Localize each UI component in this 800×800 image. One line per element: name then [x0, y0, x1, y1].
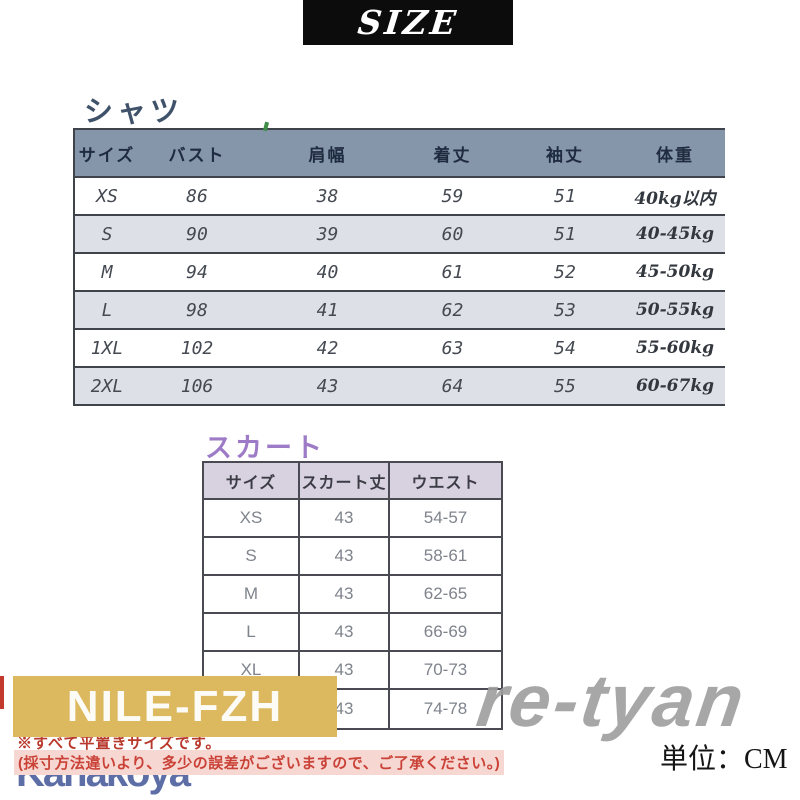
- table-cell: 62-65: [390, 576, 501, 614]
- table-cell: 90: [186, 223, 208, 245]
- table-cell: 70-73: [390, 652, 501, 690]
- table-cell: 63: [441, 337, 464, 359]
- table-cell: 45-50kg: [635, 262, 715, 282]
- table-cell: XS: [96, 185, 118, 207]
- table-row: 2XL 106 43 64 55 60-67kg: [75, 368, 725, 406]
- table-cell: 50-55kg: [635, 300, 715, 320]
- column-header: バスト: [168, 145, 226, 165]
- table-cell: 2XL: [90, 375, 124, 397]
- table-cell: 59: [441, 185, 464, 207]
- table-cell: 61: [441, 261, 464, 283]
- table-cell: 42: [316, 337, 339, 359]
- table-cell: M: [204, 576, 300, 614]
- table-cell: 58-61: [390, 538, 501, 576]
- watermark-re-tyan: re-tyan: [472, 659, 752, 742]
- table-row: L 43 66-69: [204, 614, 501, 652]
- shirt-size-table: サイズ バスト 肩幅 着丈 袖丈 体重 XS 86 38 59 51 40kg以…: [73, 128, 725, 406]
- table-cell: 1XL: [90, 337, 124, 359]
- table-cell: S: [101, 223, 113, 245]
- table-row: S 90 39 60 51 40-45kg: [75, 216, 725, 254]
- table-cell: 52: [554, 261, 576, 283]
- column-header: ウエスト: [390, 463, 501, 500]
- table-cell: 43: [316, 375, 339, 397]
- table-cell: 43: [300, 614, 390, 652]
- table-cell: 74-78: [390, 690, 501, 728]
- unit-label: 単位：CM: [660, 744, 788, 775]
- table-cell: 38: [316, 185, 339, 207]
- table-cell: 62: [441, 299, 464, 321]
- measurement-note-line2: (採寸方法違いより、多少の誤差がございますので、ご了承ください。): [14, 750, 505, 775]
- table-cell: 40: [316, 261, 339, 283]
- skirt-size-table: サイズ スカート丈 ウエスト XS 43 54-57 S 43 58-61 M …: [202, 461, 503, 730]
- table-cell: 43: [300, 500, 390, 538]
- shirt-table-header-row: サイズ バスト 肩幅 着丈 袖丈 体重: [75, 130, 725, 178]
- column-header: 体重: [656, 145, 694, 165]
- table-cell: 40-45kg: [635, 224, 715, 244]
- table-cell: 39: [316, 223, 339, 245]
- table-cell: 98: [186, 299, 208, 321]
- column-header: 袖丈: [546, 145, 584, 165]
- measurement-note-line1: ※すべて平置きサイズです。: [17, 735, 222, 752]
- table-cell: XS: [204, 500, 300, 538]
- skirt-table-header-row: サイズ スカート丈 ウエスト: [204, 463, 501, 500]
- table-cell: 55-60kg: [635, 338, 715, 358]
- table-cell: M: [101, 261, 113, 283]
- size-banner-label: SIZE: [355, 3, 461, 42]
- table-cell: L: [204, 614, 300, 652]
- table-cell: 43: [300, 576, 390, 614]
- table-cell: 53: [554, 299, 576, 321]
- size-banner: SIZE: [303, 0, 513, 45]
- table-cell: 102: [180, 337, 214, 359]
- table-cell: 66-69: [390, 614, 501, 652]
- table-cell: 43: [300, 538, 390, 576]
- table-cell: 40kg以内: [634, 188, 716, 209]
- table-cell: 51: [554, 223, 576, 245]
- table-row: L 98 41 62 53 50-55kg: [75, 292, 725, 330]
- table-row: M 94 40 61 52 45-50kg: [75, 254, 725, 292]
- table-cell: 60-67kg: [635, 376, 715, 396]
- table-cell: 64: [441, 375, 464, 397]
- table-cell: 106: [180, 375, 214, 397]
- table-cell: 86: [186, 185, 208, 207]
- table-row: S 43 58-61: [204, 538, 501, 576]
- shirt-heading: シャツ: [84, 96, 184, 128]
- table-row: M 43 62-65: [204, 576, 501, 614]
- column-header: サイズ: [204, 463, 300, 500]
- skirt-heading: スカート: [205, 433, 325, 463]
- table-cell: L: [101, 299, 113, 321]
- model-number-label: NILE-FZH: [66, 681, 284, 731]
- red-edge-artifact: [0, 676, 4, 709]
- table-row: 1XL 102 42 63 54 55-60kg: [75, 330, 725, 368]
- table-row: XS 86 38 59 51 40kg以内: [75, 178, 725, 216]
- table-row: XS 43 54-57: [204, 500, 501, 538]
- table-cell: 54: [554, 337, 576, 359]
- table-cell: 54-57: [390, 500, 501, 538]
- table-cell: 60: [441, 223, 464, 245]
- column-header: 着丈: [433, 145, 472, 165]
- table-cell: S: [204, 538, 300, 576]
- table-cell: 51: [554, 185, 576, 207]
- table-cell: 55: [554, 375, 576, 397]
- model-number-badge: NILE-FZH: [13, 676, 337, 737]
- column-header: 肩幅: [308, 145, 347, 165]
- column-header: サイズ: [78, 145, 136, 165]
- table-cell: 41: [316, 299, 339, 321]
- table-cell: 94: [186, 261, 208, 283]
- column-header: スカート丈: [300, 463, 390, 500]
